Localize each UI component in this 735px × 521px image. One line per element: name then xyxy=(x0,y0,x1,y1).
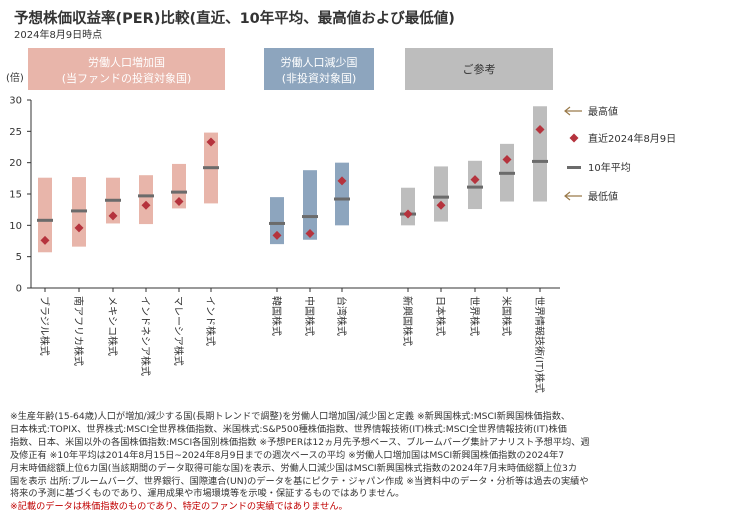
group-header-label: 労働人口減少国 xyxy=(281,55,358,69)
legend-min-label: 最低値 xyxy=(588,190,618,203)
range-bar xyxy=(434,166,448,222)
category-label: 世界情報技術(IT)株式 xyxy=(533,296,546,393)
latest-marker xyxy=(141,200,151,210)
group-header-box xyxy=(28,48,225,90)
y-tick-label: 15 xyxy=(9,190,22,201)
range-bar xyxy=(533,106,547,202)
latest-marker xyxy=(272,230,282,240)
group-header-sublabel: (非投資対象国) xyxy=(282,71,357,85)
footnote-line: 将来の予測に基づくものであり、運用成果や市場環境等を示唆・保証するものではありま… xyxy=(10,488,405,500)
footnote-line: 国を表示 出所:ブルームバーグ、世界銀行、国際連合(UN)のデータを基にピクテ・… xyxy=(10,475,589,487)
avg-marker xyxy=(138,194,154,198)
legend-latest-marker xyxy=(569,133,579,143)
range-bar xyxy=(468,160,482,210)
legend-max-label: 最高値 xyxy=(588,105,618,118)
latest-marker xyxy=(174,197,184,207)
avg-marker xyxy=(302,215,318,219)
latest-marker xyxy=(535,124,545,134)
category-label: マレーシア株式 xyxy=(172,296,185,366)
avg-marker xyxy=(71,209,87,213)
category-label: 台湾株式 xyxy=(335,296,348,336)
latest-marker xyxy=(206,137,216,147)
y-tick-label: 30 xyxy=(9,96,22,107)
category-label: ブラジル株式 xyxy=(38,296,51,356)
group-header-box xyxy=(264,48,374,90)
latest-marker xyxy=(74,223,84,233)
group-header-box xyxy=(405,48,553,90)
avg-marker xyxy=(269,221,285,225)
footnote-line: ※記載のデータは株価指数のものであり、特定のファンドの実績ではありません。 xyxy=(10,501,348,513)
range-bar xyxy=(335,162,349,226)
per-range-chart: (倍) 0 5 10 15 20 25 30 労働人口増加国 (当ファンドの投資対象国) 労働人口減… xyxy=(6,48,676,393)
legend-avg-label: 10年平均 xyxy=(588,161,631,174)
category-label: 米国株式 xyxy=(500,296,513,336)
category-label: 韓国株式 xyxy=(270,296,283,336)
y-tick-label: 20 xyxy=(9,158,22,169)
latest-marker xyxy=(305,228,315,238)
footnote-line: 指数、日本、米国以外の各国株価指数:MSCI各国別株価指数 ※予想PERは12ヵ… xyxy=(10,436,590,448)
avg-marker xyxy=(203,166,219,170)
legend-avg-marker xyxy=(567,166,581,169)
y-unit-label: (倍) xyxy=(6,71,24,84)
y-tick-label: 5 xyxy=(16,252,22,263)
avg-marker xyxy=(532,159,548,163)
latest-marker xyxy=(436,200,446,210)
latest-marker xyxy=(403,209,413,219)
group-header-label: ご参考 xyxy=(463,62,496,76)
category-label: 日本株式 xyxy=(434,296,447,336)
category-label: 中国株式 xyxy=(303,296,316,336)
latest-marker xyxy=(108,211,118,221)
category-label: インド株式 xyxy=(204,296,217,346)
latest-marker xyxy=(337,176,347,186)
group-header-label: 労働人口増加国 xyxy=(88,55,165,69)
range-bar xyxy=(303,170,317,240)
footnotes: ※生産年齢(15-64歳)人口が増加/減少する国(長期トレンドで調整)を労働人口… xyxy=(10,411,726,514)
legend-max-arrow-head xyxy=(564,106,571,116)
category-label: インドネシア株式 xyxy=(139,296,152,376)
avg-marker xyxy=(334,197,350,201)
legend-latest-label: 直近2024年8月9日 xyxy=(588,132,676,145)
avg-marker xyxy=(433,195,449,199)
latest-marker xyxy=(470,175,480,185)
avg-marker xyxy=(499,171,515,175)
avg-marker xyxy=(105,198,121,202)
avg-marker xyxy=(37,218,53,222)
avg-marker xyxy=(467,185,483,189)
range-bar xyxy=(172,163,186,209)
footnote-line: ※生産年齢(15-64歳)人口が増加/減少する国(長期トレンドで調整)を労働人口… xyxy=(10,411,571,422)
category-label: メキシコ株式 xyxy=(106,296,119,356)
range-bar xyxy=(270,197,284,245)
footnote-line: 日本株式:TOPIX、世界株式:MSCI全世界株価指数、米国株式:S&P500種… xyxy=(10,423,567,435)
latest-marker xyxy=(40,235,50,245)
footnote-line: 月末時価総額上位6カ国(当該期間のデータ取得可能な国)を表示、労働人口減少国はM… xyxy=(10,462,578,474)
category-label: 世界株式 xyxy=(468,296,481,336)
range-bar xyxy=(38,177,52,253)
y-tick-label: 0 xyxy=(16,284,22,295)
avg-marker xyxy=(171,190,187,194)
footnote-line: 及修正有 ※10年平均は2014年8月15日~2024年8月9日までの週次ベース… xyxy=(10,449,565,461)
date-note: 2024年8月9日時点 xyxy=(14,30,103,41)
category-label: 南アフリカ株式 xyxy=(72,296,85,366)
y-tick-label: 25 xyxy=(9,127,22,138)
group-header-sublabel: (当ファンドの投資対象国) xyxy=(62,71,192,85)
y-tick-label: 10 xyxy=(9,221,22,232)
range-bar xyxy=(401,187,415,226)
legend-min-arrow-head xyxy=(564,191,571,201)
category-label: 新興国株式 xyxy=(401,296,414,346)
chart-title: 予想株価収益率(PER)比較(直近、10年平均、最高値および最低値) xyxy=(14,11,455,27)
range-bar xyxy=(139,175,153,225)
latest-marker xyxy=(502,155,512,165)
